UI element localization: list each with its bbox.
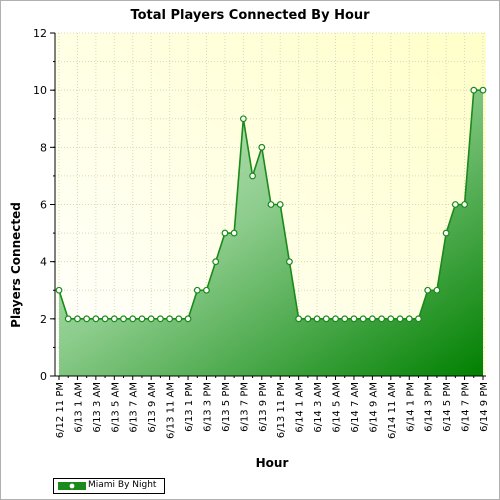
- x-tick-label: 6/14 7 AM: [350, 382, 361, 433]
- x-tick-label: 6/13 5 PM: [221, 382, 232, 432]
- data-point: [221, 229, 229, 237]
- data-point: [378, 315, 386, 323]
- data-point: [184, 315, 192, 323]
- data-point: [350, 315, 358, 323]
- data-point: [258, 143, 266, 151]
- x-tick-label: 6/13 1 AM: [73, 382, 84, 433]
- data-point: [442, 229, 450, 237]
- x-tick-label: 6/13 9 AM: [147, 382, 158, 433]
- data-point: [424, 286, 432, 294]
- x-tick-label: 6/14 3 AM: [313, 382, 324, 433]
- legend-label: Miami By Night: [88, 480, 157, 490]
- data-point: [74, 315, 81, 323]
- data-point: [64, 315, 72, 323]
- data-point: [166, 315, 174, 323]
- x-tick-label: 6/13 7 AM: [129, 382, 140, 433]
- legend: Miami By Night: [53, 478, 165, 494]
- data-point: [249, 172, 256, 180]
- x-tick-label: 6/13 9 PM: [258, 382, 269, 432]
- data-point: [83, 315, 91, 323]
- data-point: [479, 86, 487, 94]
- data-point: [433, 286, 441, 294]
- data-point: [276, 201, 284, 208]
- data-point: [193, 286, 201, 294]
- data-point: [203, 286, 210, 294]
- data-point: [120, 315, 127, 323]
- y-tick-label: 0: [40, 370, 47, 383]
- x-tick-label: 6/13 5 AM: [110, 382, 121, 433]
- data-point: [322, 315, 330, 323]
- y-tick-label: 10: [33, 84, 47, 97]
- x-tick-label: 6/13 3 PM: [202, 382, 213, 432]
- data-point: [156, 315, 164, 323]
- x-tick-label: 6/14 9 PM: [479, 382, 490, 432]
- legend-swatch-marker: [68, 482, 76, 490]
- data-point: [92, 315, 100, 323]
- data-point: [332, 315, 339, 323]
- data-point: [212, 258, 220, 266]
- x-axis-label: Hour: [255, 456, 289, 470]
- x-tick-label: 6/14 1 PM: [405, 382, 416, 432]
- data-point: [461, 201, 468, 208]
- y-tick-label: 6: [40, 199, 47, 212]
- data-point: [110, 315, 118, 323]
- data-point: [405, 315, 413, 323]
- data-point: [304, 315, 312, 323]
- x-tick-label: 6/14 11 AM: [387, 382, 398, 439]
- data-point: [138, 315, 146, 323]
- x-tick-label: 6/13 11 AM: [166, 382, 177, 439]
- x-tick-label: 6/13 11 PM: [276, 382, 287, 438]
- data-point: [470, 86, 478, 94]
- data-point: [101, 315, 109, 323]
- x-tick-label: 6/13 7 PM: [239, 382, 250, 432]
- series-area: [59, 90, 483, 377]
- y-tick-label: 2: [40, 313, 47, 326]
- y-tick-label: 8: [40, 141, 47, 154]
- y-tick-label: 12: [33, 27, 47, 40]
- data-point: [341, 315, 349, 323]
- x-tick-label: 6/14 9 AM: [368, 382, 379, 433]
- data-point: [396, 315, 404, 323]
- data-point: [415, 315, 422, 323]
- x-tick-label: 6/13 1 PM: [184, 382, 195, 432]
- x-tick-label: 6/13 3 AM: [92, 382, 103, 433]
- x-tick-label: 6/14 5 AM: [332, 382, 343, 433]
- chart-title: Total Players Connected By Hour: [130, 8, 370, 23]
- data-point: [239, 115, 247, 123]
- data-point: [267, 201, 275, 208]
- data-point: [387, 315, 395, 323]
- data-point: [286, 258, 293, 266]
- data-point: [55, 286, 63, 294]
- data-point: [368, 315, 376, 323]
- data-point: [175, 315, 183, 323]
- data-point: [129, 315, 137, 323]
- x-tick-label: 6/14 5 PM: [442, 382, 453, 432]
- data-point: [313, 315, 321, 323]
- x-tick-label: 6/14 7 PM: [461, 382, 472, 432]
- data-point: [230, 229, 238, 237]
- x-tick-label: 6/14 1 AM: [295, 382, 306, 433]
- legend-swatch: [58, 482, 86, 490]
- data-point: [359, 315, 367, 323]
- data-point: [147, 315, 155, 323]
- data-point: [451, 201, 459, 208]
- x-tick-label: 6/12 11 PM: [55, 382, 66, 438]
- data-point: [295, 315, 303, 323]
- y-tick-label: 4: [40, 256, 47, 269]
- x-tick-label: 6/14 3 PM: [424, 382, 435, 432]
